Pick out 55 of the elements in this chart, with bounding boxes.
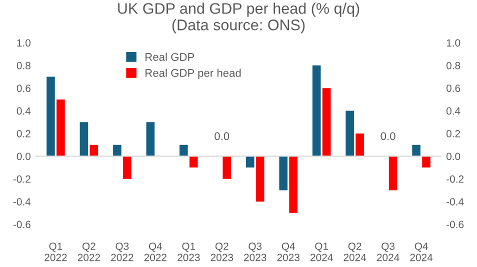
x-tick-label: Q4 2023: [277, 242, 300, 262]
y-tick-label: -0.2: [13, 175, 30, 183]
bar: [113, 144, 122, 156]
bar: [289, 156, 298, 213]
y2-tick-label: 1.0: [446, 39, 460, 47]
bar: [279, 156, 288, 190]
y-tick-label: 0.2: [16, 130, 30, 138]
y-tick-label: 0.4: [16, 107, 31, 115]
x-tick-label: Q4 2024: [410, 242, 433, 262]
bar: [123, 156, 132, 179]
x-tick-label: Q1 2023: [178, 242, 200, 262]
bar: [422, 156, 430, 168]
bar: [246, 156, 254, 168]
x-tick-label: Q2 2024: [344, 242, 366, 262]
bar: [56, 99, 65, 156]
y2-tick-label: -0.4: [446, 198, 464, 206]
y2-tick-label: 0.0: [446, 152, 460, 160]
y-tick-label: 0.8: [16, 62, 30, 70]
y-tick-label: 0.0: [16, 152, 31, 160]
bar: [46, 76, 55, 156]
y2-tick-label: 0.6: [446, 84, 460, 92]
y2-tick-label: 0.4: [446, 107, 460, 115]
annotation: 0.0: [380, 132, 396, 140]
annotation: 0.0: [214, 132, 230, 140]
y2-tick-label: 0.2: [446, 130, 460, 138]
y-tick-label: 0.6: [16, 84, 30, 92]
x-tick-label: Q1 2024: [310, 242, 333, 262]
bar: [222, 156, 232, 179]
x-tick-label: Q3 2023: [244, 242, 266, 262]
x-tick-label: Q2 2023: [210, 242, 234, 262]
y-tick-label: 1.0: [17, 39, 31, 47]
y-tick-label: -0.6: [13, 220, 30, 228]
bar: [312, 65, 321, 156]
y2-tick-label: -0.6: [446, 220, 464, 228]
x-tick-label: Q2 2022: [78, 242, 100, 262]
bar: [322, 88, 331, 156]
bar: [346, 110, 354, 156]
bar: [412, 144, 420, 156]
bar: [189, 156, 198, 168]
chart-title: UK GDP and GDP per head (% q/q) (Data source: ONS): [118, 2, 360, 34]
x-tick-label: Q3 2022: [111, 242, 134, 262]
bar: [180, 144, 188, 156]
bar: [256, 156, 264, 202]
y2-tick-label: -0.2: [446, 175, 464, 183]
bar: [80, 122, 88, 156]
y-tick-label: -0.4: [13, 198, 31, 206]
x-tick-label: Q4 2022: [144, 242, 166, 262]
legend-label: Real GDP per head: [146, 68, 241, 80]
x-tick-label: Q1 2022: [44, 242, 67, 262]
y2-tick-label: 0.8: [446, 62, 460, 70]
bar: [356, 134, 364, 156]
bar: [388, 156, 398, 190]
x-tick-label: Q3 2024: [376, 242, 400, 262]
legend-label: Real GDP: [146, 52, 194, 61]
bar: [146, 122, 155, 156]
